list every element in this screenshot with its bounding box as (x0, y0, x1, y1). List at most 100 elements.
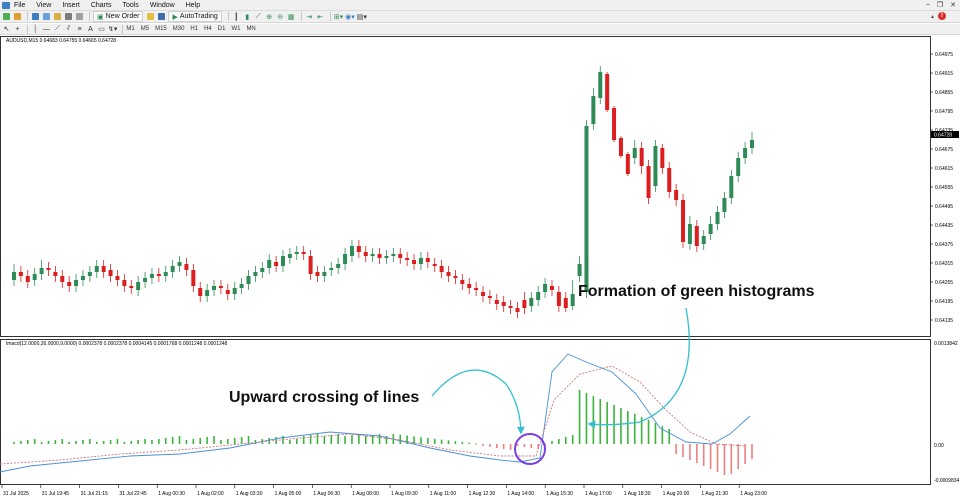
new-chart-button[interactable] (2, 12, 11, 21)
new-order-label: New Order (105, 13, 140, 20)
horizontal-line-button[interactable]: — (42, 25, 51, 34)
terminal-button[interactable] (64, 12, 73, 21)
data-window-button[interactable] (42, 12, 51, 21)
bear-candle (191, 270, 196, 286)
tester-button[interactable] (75, 12, 84, 21)
histogram-bar-positive (206, 437, 208, 444)
bull-candle (287, 254, 292, 258)
time-tick-label: 1 Aug 12:30 (469, 491, 496, 497)
bull-candle (343, 254, 348, 264)
histogram-bar-positive (13, 442, 15, 444)
histogram-bar-positive (454, 441, 457, 444)
vertical-line-button[interactable]: │ (31, 25, 40, 34)
cursor-button[interactable]: ↖ (2, 25, 11, 34)
timeframe-m1[interactable]: M1 (126, 26, 135, 32)
window-controls: – ❐ ✕ (926, 1, 956, 9)
histogram-bar-negative (723, 444, 726, 475)
time-tick-label: 1 Aug 06:30 (313, 491, 340, 497)
restore-icon[interactable]: ❐ (936, 2, 944, 9)
line-chart-button[interactable]: ⟋ (254, 12, 263, 21)
histogram-bar-negative (516, 444, 519, 446)
timeframe-w1[interactable]: W1 (231, 26, 241, 32)
label-button[interactable]: ▭ (97, 25, 106, 34)
periods-button[interactable]: ◉▾ (345, 12, 355, 21)
bear-candle (681, 200, 686, 242)
alert-badge[interactable]: ! (938, 12, 946, 20)
macd-line (0, 353, 751, 473)
histogram-bar-negative (675, 444, 677, 454)
close-icon[interactable]: ✕ (950, 2, 956, 9)
minimize-icon[interactable]: – (925, 1, 930, 8)
autotrading-label: AutoTrading (179, 13, 218, 20)
arrows-button[interactable]: ↯▾ (108, 25, 117, 34)
histogram-bar-positive (461, 442, 464, 444)
navigator-button[interactable] (53, 12, 62, 21)
histogram-bar-positive (578, 390, 581, 444)
bear-candle (460, 280, 465, 284)
trendline-button[interactable]: ⟋ (53, 25, 62, 34)
menu-help[interactable]: Help (185, 1, 201, 9)
zoom-out-icon: ⊖ (277, 13, 284, 21)
indicator-tick-label: -0.0009834 (934, 478, 960, 484)
histogram-bar-positive (116, 439, 119, 444)
histogram-bar-positive (385, 436, 388, 444)
bear-candle (694, 226, 699, 246)
bull-candle (163, 272, 168, 276)
account-button[interactable] (157, 12, 166, 21)
histogram-bar-positive (254, 440, 257, 444)
metaeditor-button[interactable] (146, 12, 155, 21)
menu-view[interactable]: View (36, 1, 52, 9)
timeframe-m15[interactable]: M15 (155, 26, 167, 32)
market-watch-button[interactable] (31, 12, 40, 21)
text-button[interactable]: A (86, 25, 95, 34)
histogram-bar-positive (440, 439, 443, 444)
histogram-bar-positive (364, 436, 367, 444)
histogram-bar-positive (130, 441, 133, 444)
bar-chart-icon: ┃ (234, 13, 239, 21)
dropdown-icon[interactable]: ▴ (930, 13, 934, 20)
timeframe-h4[interactable]: H4 (204, 26, 212, 32)
arrow-to-histograms (587, 307, 690, 429)
menu-tools[interactable]: Tools (122, 1, 139, 9)
timeframe-d1[interactable]: D1 (217, 26, 226, 32)
bar-chart-button[interactable]: ┃ (232, 12, 241, 21)
channel-button[interactable]: ⫽ (64, 25, 73, 34)
candles-button[interactable]: ▮ (243, 12, 252, 21)
bull-candle (729, 176, 734, 198)
histogram-bar-positive (185, 440, 188, 444)
histogram-bar-positive (599, 399, 602, 444)
bear-candle (667, 168, 672, 192)
zoom-in-button[interactable]: ⊕ (265, 12, 274, 21)
price-chart[interactable]: 0.649750.649150.648550.647950.647350.646… (0, 36, 960, 498)
timeframe-m30[interactable]: M30 (172, 26, 185, 32)
crosshair-button[interactable]: + (13, 25, 22, 34)
indicators-button[interactable]: ⊞▾ (334, 12, 343, 21)
templates-button[interactable]: ▤▾ (357, 12, 367, 21)
menu-file[interactable]: File (14, 1, 26, 9)
bear-candle (439, 266, 444, 272)
chart-shift-button[interactable]: ⇤ (316, 12, 325, 21)
zoom-out-button[interactable]: ⊖ (276, 12, 285, 21)
autoscroll-button[interactable]: ⇥ (305, 12, 314, 21)
menu-insert[interactable]: Insert (62, 1, 80, 9)
timeframe-m5[interactable]: M5 (140, 26, 150, 32)
trendline-icon: ⟋ (55, 25, 60, 32)
timeframe-mn[interactable]: MN (246, 26, 256, 32)
tile-windows-button[interactable]: ▦ (287, 12, 296, 21)
fibonacci-button[interactable]: ≡ (75, 25, 84, 34)
new-order-button[interactable]: ▣ New Order (93, 11, 144, 22)
profiles-button[interactable] (13, 12, 22, 21)
histogram-bar-positive (137, 440, 139, 444)
bear-candle (363, 252, 368, 256)
time-tick-label: 1 Aug 11:00 (430, 491, 457, 497)
autotrading-button[interactable]: ▶ AutoTrading (168, 11, 222, 22)
bull-candle (212, 286, 217, 290)
menu-charts[interactable]: Charts (90, 1, 112, 9)
bear-candle (453, 276, 458, 278)
menu-window[interactable]: Window (149, 1, 175, 9)
bear-candle (605, 74, 610, 110)
timeframe-h1[interactable]: H1 (190, 26, 199, 32)
chart-shift-icon: ⇤ (317, 13, 324, 21)
chart-window[interactable]: 0.649750.649150.648550.647950.647350.646… (0, 36, 960, 498)
bear-candle (18, 272, 23, 276)
